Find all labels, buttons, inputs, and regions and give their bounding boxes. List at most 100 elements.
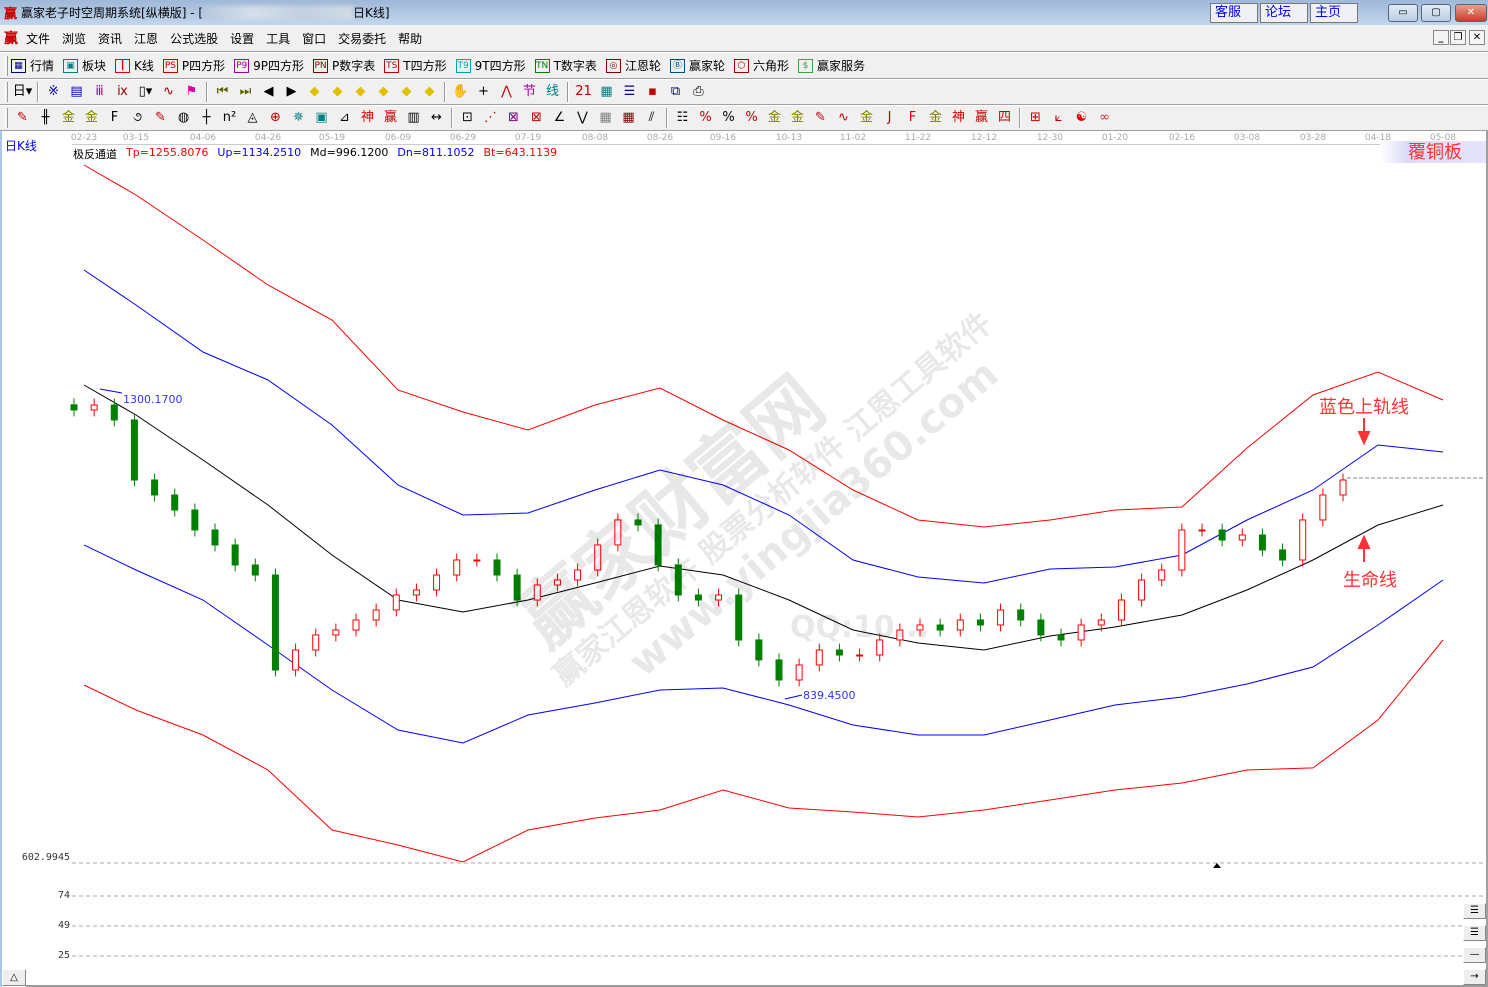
ruler-icon[interactable]: ▥ <box>407 110 420 125</box>
gold-lines-icon[interactable]: 金 <box>61 110 75 125</box>
gold-circle-icon[interactable]: 金 <box>767 110 781 125</box>
scale-icon[interactable]: ☷ <box>676 110 689 125</box>
indicator-icon[interactable]: ∿ <box>163 84 174 99</box>
marker-icon[interactable]: ✎ <box>155 110 166 125</box>
pen-icon[interactable]: ✎ <box>17 110 28 125</box>
menu-item[interactable]: 窗口 <box>302 31 327 46</box>
toolbar-button-tn[interactable]: TN T数字表 <box>534 57 597 74</box>
percent-levels-icon[interactable]: % <box>745 110 758 125</box>
color-grid-icon[interactable]: ⊞ <box>1030 110 1041 125</box>
crosshair-icon[interactable]: + <box>478 84 489 99</box>
chart-3-icon[interactable]: ⅲ <box>95 84 104 99</box>
f-fan-icon[interactable]: F <box>908 110 917 125</box>
last-icon[interactable]: ⏭ <box>239 84 252 99</box>
report-icon[interactable]: ☰ <box>623 84 636 99</box>
menu-item[interactable]: 交易委托 <box>338 31 387 46</box>
layout-3-button[interactable]: ☰ <box>1463 903 1486 919</box>
percent-line-icon[interactable]: % <box>699 110 712 125</box>
menu-item[interactable]: 设置 <box>230 31 255 46</box>
section-icon[interactable]: 节 <box>522 84 536 99</box>
toolbar-button-t9[interactable]: T9 9T四方形 <box>455 57 526 74</box>
save-icon[interactable]: ▪ <box>648 84 657 99</box>
slant-lines-icon[interactable]: ⫽ <box>648 110 655 125</box>
zoom-out-icon[interactable]: ◆ <box>424 84 435 99</box>
shift-left-icon[interactable]: ◆ <box>309 84 320 99</box>
maximize-button[interactable]: ▢ <box>1421 4 1451 22</box>
menu-item[interactable]: 工具 <box>266 31 291 46</box>
mdi-close-button[interactable]: ✕ <box>1469 30 1485 45</box>
calendar-icon[interactable]: 21 <box>575 84 592 99</box>
infinity-icon[interactable]: ∞ <box>1099 110 1110 125</box>
target-icon[interactable]: ⊕ <box>270 110 281 125</box>
flag-icon[interactable]: ⚑ <box>185 84 198 99</box>
n2-icon[interactable]: n² <box>222 110 237 125</box>
network-icon[interactable]: ⧉ <box>670 84 681 99</box>
polyline-icon[interactable]: ⋀ <box>501 84 512 99</box>
grid-2-icon[interactable]: ▦ <box>622 110 635 125</box>
toolbar-button-dollar[interactable]: $ 赢家服务 <box>797 57 865 74</box>
toolbar-grip[interactable] <box>5 108 8 128</box>
box-icon[interactable]: ⊡ <box>462 110 473 125</box>
menu-item[interactable]: 文件 <box>26 31 51 46</box>
toolbar-grip[interactable] <box>5 55 8 76</box>
zoom-in-icon[interactable]: ◆ <box>401 84 412 99</box>
axes-icon[interactable]: ⟀ <box>1054 110 1063 125</box>
gann-fan-icon[interactable]: ⊠ <box>531 110 542 125</box>
candle-dropdown-icon[interactable]: ▯▾ <box>138 84 153 99</box>
parallel-lines-icon[interactable]: ╫ <box>41 110 50 125</box>
square-grid-icon[interactable]: ▣ <box>315 110 328 125</box>
angle-lines-icon[interactable]: ∠ <box>553 110 566 125</box>
ying-icon[interactable]: 赢 <box>383 110 397 125</box>
toolbar-button-gann-wheel[interactable]: ◎ 江恩轮 <box>605 57 661 74</box>
pin-icon[interactable]: ✎ <box>815 110 826 125</box>
menu-item[interactable]: 江恩 <box>134 31 159 46</box>
menu-item[interactable]: 公式选股 <box>170 31 219 46</box>
menu-item[interactable]: 帮助 <box>398 31 423 46</box>
toolbar-grip[interactable] <box>5 82 8 102</box>
four-fan-icon[interactable]: 四 <box>997 110 1011 125</box>
forum-link[interactable]: 论坛 <box>1260 3 1308 23</box>
close-button[interactable]: ✕ <box>1455 4 1487 22</box>
grid-icon[interactable]: ▦ <box>599 110 612 125</box>
spiral-icon[interactable]: ૭ <box>132 110 143 125</box>
toolbar-button-p9[interactable]: P9 9P四方形 <box>234 57 304 74</box>
yin-yang-icon[interactable]: ☯ <box>1075 110 1088 125</box>
print-icon[interactable]: ⎙ <box>693 84 704 99</box>
menu-item[interactable]: 浏览 <box>62 31 87 46</box>
layout-2-button[interactable]: ☰ <box>1463 925 1486 941</box>
overlay-icon[interactable]: ※ <box>48 84 59 99</box>
gold-lines-2-icon[interactable]: 金 <box>84 110 98 125</box>
toolbar-button-kline[interactable]: ┃ K线 <box>115 57 154 74</box>
period-day-dropdown-icon[interactable]: 日▾ <box>12 84 33 99</box>
mdi-minimize-button[interactable]: _ <box>1433 30 1449 45</box>
j-fan-icon[interactable]: J <box>887 110 892 125</box>
period-label[interactable]: 日K线 <box>5 139 37 153</box>
scroll-up-button[interactable]: △ <box>2 969 26 986</box>
percent-icon[interactable]: % <box>722 110 735 125</box>
toolbar-button-ts[interactable]: TS T四方形 <box>384 57 447 74</box>
toolbar-button-quotes-table[interactable]: ▦ 行情 <box>11 57 54 74</box>
expand-icon[interactable]: ◆ <box>355 84 366 99</box>
triangle-icon[interactable]: ◬ <box>247 110 258 125</box>
homepage-link[interactable]: 主页 <box>1310 3 1358 23</box>
minimize-button[interactable]: ▭ <box>1388 4 1418 22</box>
measure-icon[interactable]: ↔ <box>431 110 442 125</box>
menu-item[interactable]: 资讯 <box>98 31 123 46</box>
mdi-restore-button[interactable]: ❐ <box>1450 30 1466 45</box>
fan-icon[interactable]: ⋰ <box>484 110 497 125</box>
circle-ruler-icon[interactable]: ◍ <box>177 110 190 125</box>
prev-icon[interactable]: ◀ <box>263 84 274 99</box>
wave-icon[interactable]: ⋁ <box>577 110 588 125</box>
star-icon[interactable]: ✵ <box>293 110 304 125</box>
next-icon[interactable]: ▶ <box>286 84 297 99</box>
chart-9-icon[interactable]: ⅸ <box>117 84 128 99</box>
gann-square-icon[interactable]: ⊠ <box>508 110 519 125</box>
hand-icon[interactable]: ✋ <box>452 84 469 99</box>
shift-right-icon[interactable]: ◆ <box>332 84 343 99</box>
layout-1-button[interactable]: — <box>1463 947 1486 963</box>
fib-icon[interactable]: F <box>110 110 119 125</box>
wave-levels-icon[interactable]: ∿ <box>838 110 849 125</box>
time-lines-icon[interactable]: ┼ <box>202 110 211 125</box>
toolbar-button-hexagon[interactable]: ⬡ 六角形 <box>733 57 789 74</box>
shrink-icon[interactable]: ◆ <box>378 84 389 99</box>
